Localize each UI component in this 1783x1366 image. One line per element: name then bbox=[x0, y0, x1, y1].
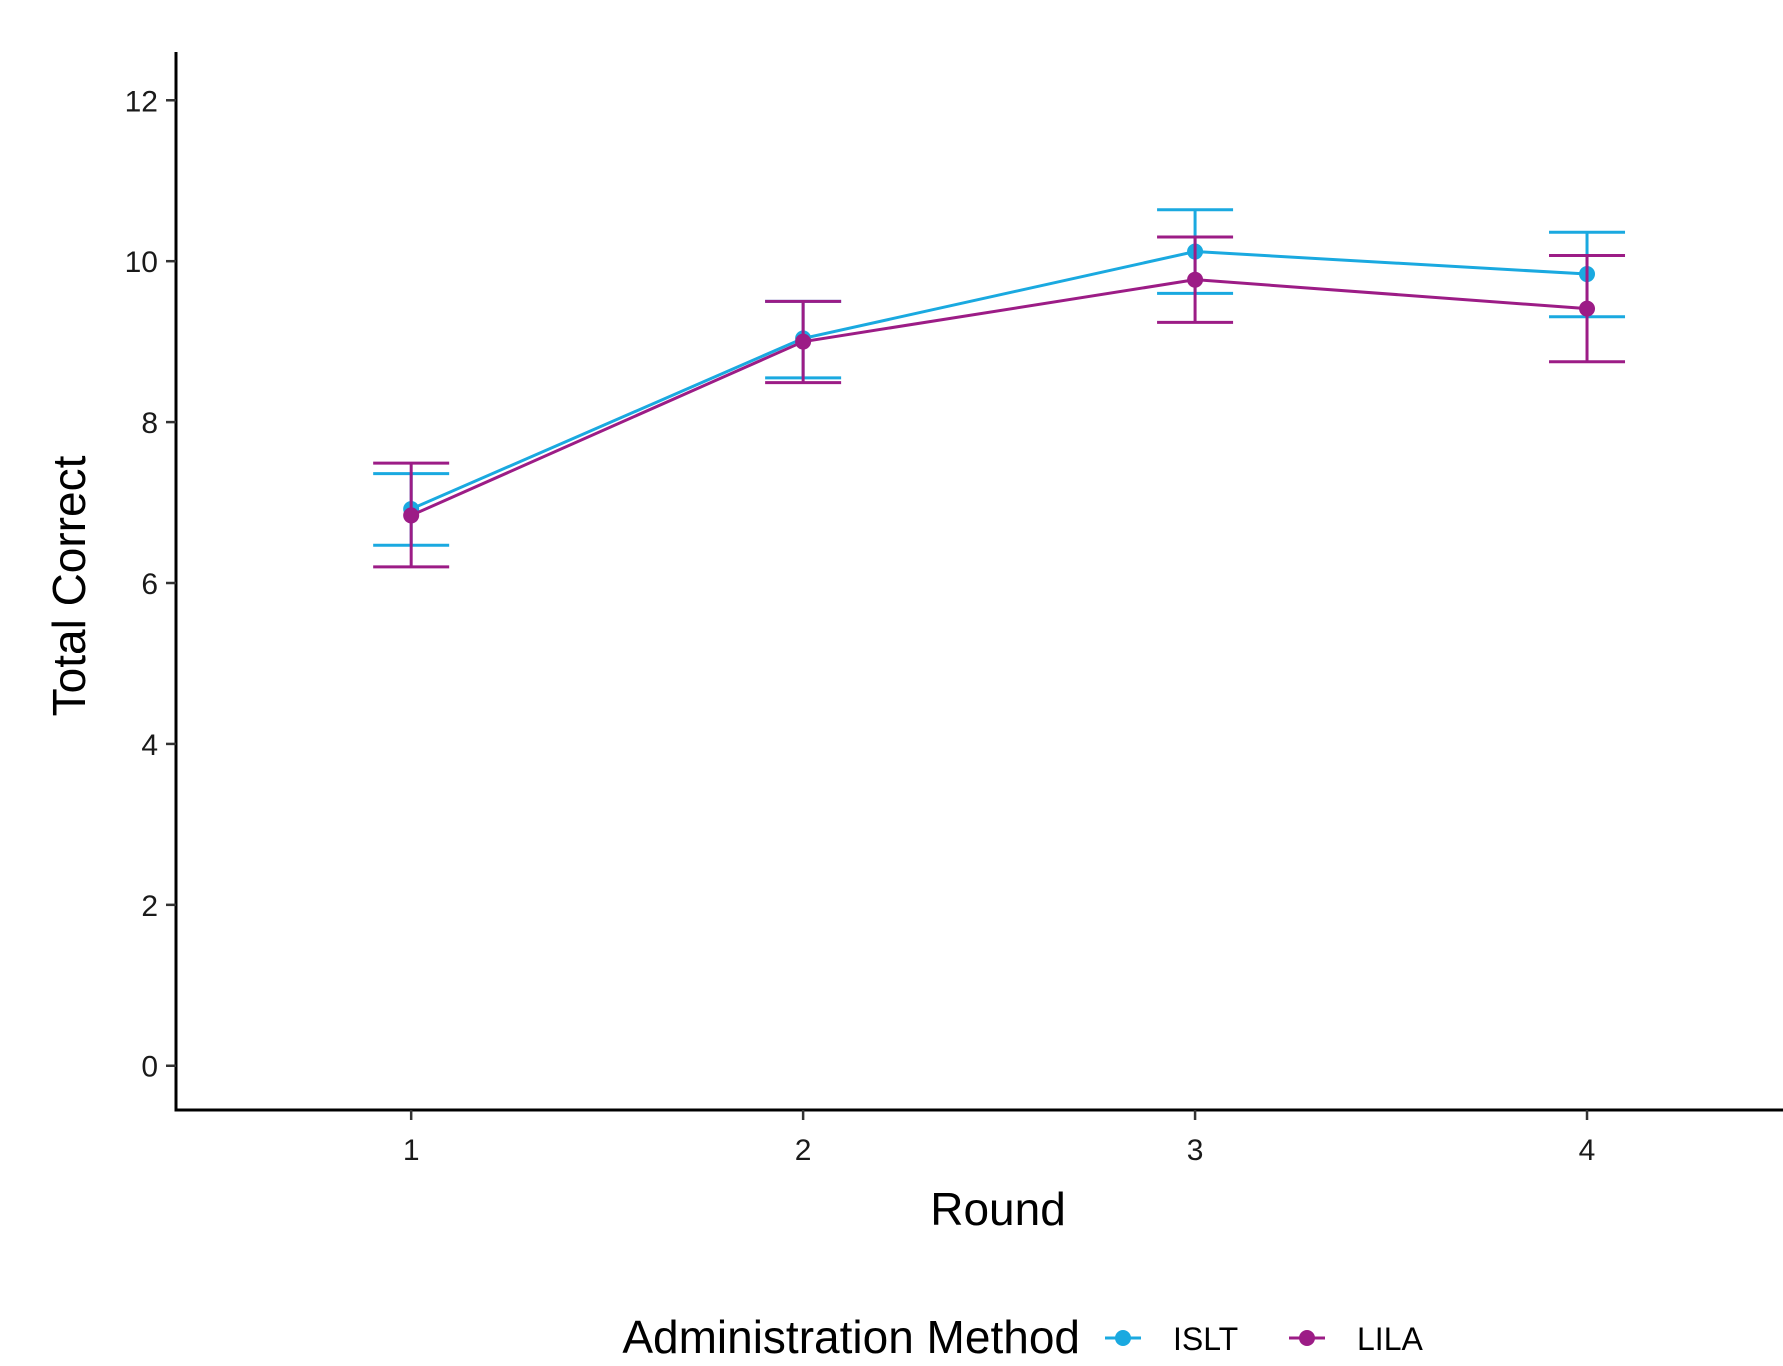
plot-area bbox=[373, 208, 1626, 569]
data-point bbox=[795, 333, 812, 350]
legend-key-point bbox=[1299, 1330, 1315, 1346]
series-islt bbox=[373, 208, 1626, 547]
series-lila bbox=[373, 235, 1626, 569]
x-tick-label: 1 bbox=[403, 1134, 420, 1167]
y-tick-label: 6 bbox=[141, 568, 158, 601]
y-tick-label: 2 bbox=[141, 890, 158, 923]
y-axis-ticks: 0 2 4 6 8 10 12 bbox=[125, 85, 176, 1084]
data-point bbox=[1187, 271, 1204, 288]
legend: Administration Method ISLT LILA bbox=[622, 1311, 1423, 1363]
y-tick-label: 0 bbox=[141, 1051, 158, 1084]
series-line bbox=[410, 250, 1588, 511]
x-tick-label: 4 bbox=[1579, 1134, 1596, 1167]
data-point bbox=[1579, 300, 1596, 317]
legend-entries: ISLT LILA bbox=[1105, 1321, 1423, 1357]
y-tick-label: 10 bbox=[125, 246, 158, 279]
x-axis-ticks: 1 2 3 4 bbox=[403, 1110, 1596, 1167]
y-tick-label: 4 bbox=[141, 729, 158, 762]
legend-title: Administration Method bbox=[622, 1311, 1080, 1363]
series-line bbox=[410, 278, 1588, 517]
y-tick-label: 8 bbox=[141, 407, 158, 440]
legend-label: LILA bbox=[1357, 1321, 1423, 1357]
x-tick-label: 3 bbox=[1187, 1134, 1204, 1167]
legend-key-point bbox=[1115, 1330, 1131, 1346]
x-axis-title: Round bbox=[930, 1183, 1066, 1235]
legend-label: ISLT bbox=[1173, 1321, 1238, 1357]
y-axis-title: Total Correct bbox=[43, 455, 95, 716]
y-tick-label: 12 bbox=[125, 85, 158, 118]
data-point bbox=[403, 507, 420, 524]
x-tick-label: 2 bbox=[795, 1134, 812, 1167]
